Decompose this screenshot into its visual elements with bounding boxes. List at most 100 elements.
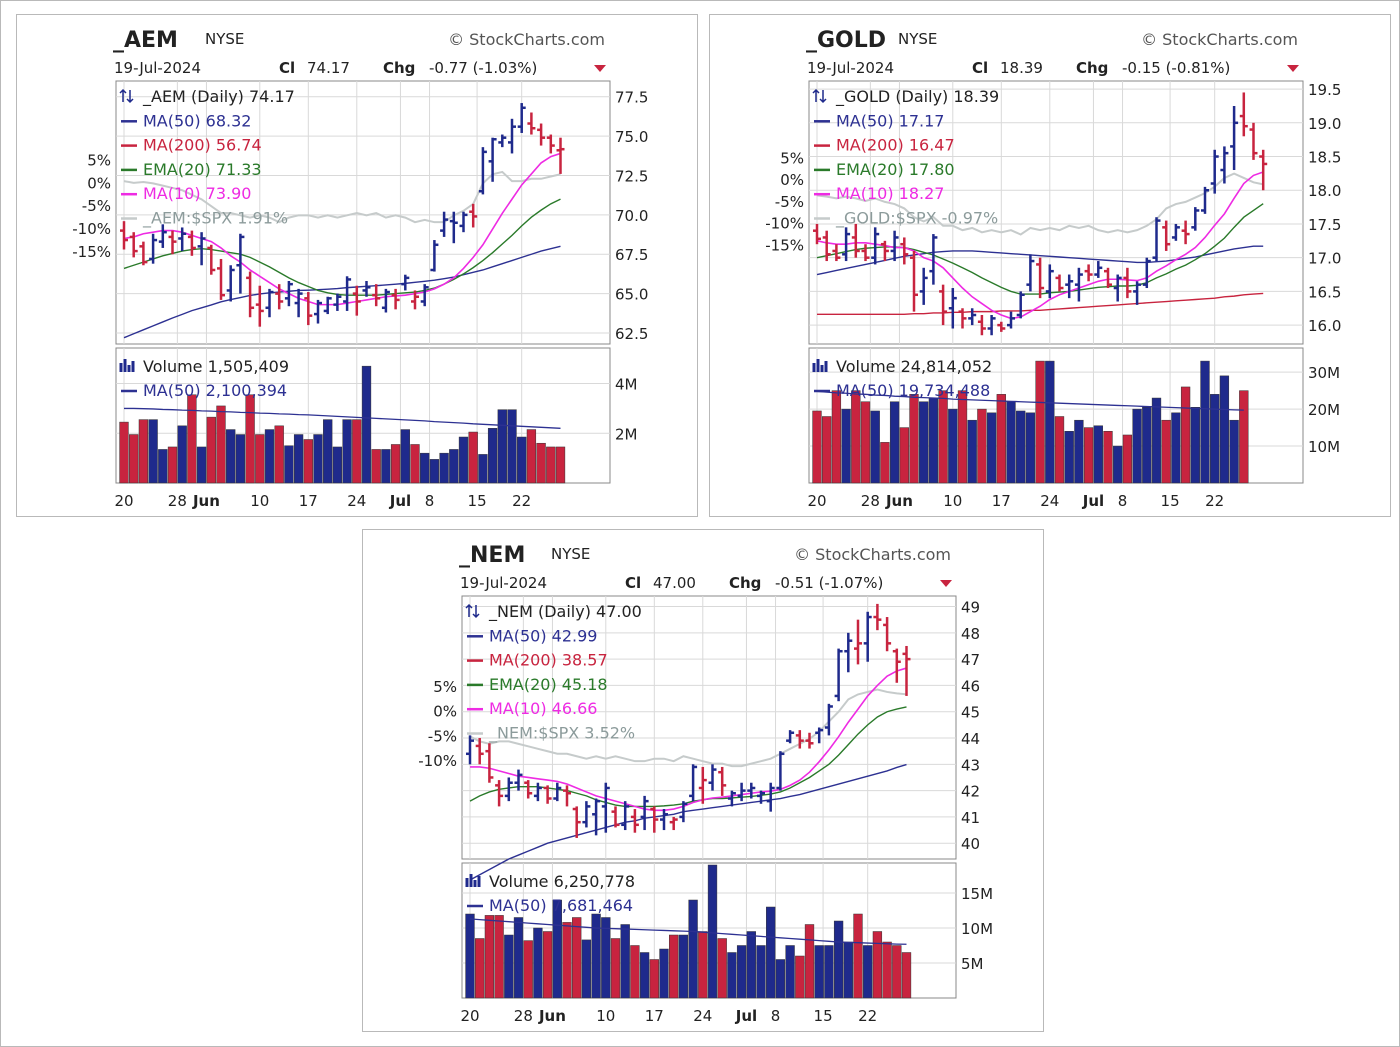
legend-volume: Volume 24,814,052 — [836, 357, 992, 376]
volume-bar — [630, 945, 640, 999]
volume-tick-label: 10M — [961, 920, 993, 938]
volume-bar — [390, 444, 401, 484]
ohlc-bar — [391, 288, 400, 310]
ohlc-bar — [294, 288, 303, 318]
volume-bar — [812, 410, 822, 484]
ohlc-bar — [1259, 149, 1268, 191]
volume-bar — [882, 941, 892, 999]
volume-bar — [1035, 360, 1045, 484]
ohlc-bar — [178, 227, 187, 252]
ohlc-bar — [1230, 105, 1239, 171]
volume-ma50-line — [469, 918, 907, 945]
x-tick-label: 15 — [1161, 492, 1180, 510]
chart-date: 19-Jul-2024 — [114, 59, 201, 77]
volume-bar — [400, 429, 410, 484]
exchange-label: NYSE — [205, 30, 244, 48]
ohlc-bar — [1007, 311, 1015, 329]
ohlc-bar — [524, 780, 533, 799]
ohlc-bar — [630, 809, 639, 833]
volume-bar — [889, 401, 900, 484]
x-tick-label: Jul — [1082, 492, 1104, 510]
x-tick-label: 10 — [943, 492, 962, 510]
ohlc-bar — [1201, 186, 1209, 214]
x-tick-label: 17 — [645, 1007, 664, 1025]
volume-bar — [342, 419, 352, 484]
percent-tick-label: -10% — [418, 752, 457, 770]
ohlc-bar — [1016, 291, 1025, 319]
volume-tick-label: 10M — [1308, 438, 1340, 456]
chart-svg: _AEM NYSE © StockCharts.com 19-Jul-2024 Cl 74… — [72, 28, 648, 510]
volume-bar — [909, 394, 919, 484]
price-tick-label: 44 — [961, 730, 980, 748]
volume-bar — [669, 934, 679, 999]
volume-bar — [410, 444, 420, 484]
percent-tick-label: 5% — [433, 678, 457, 696]
ohlc-bar — [508, 118, 516, 154]
ohlc-bar — [987, 315, 996, 336]
x-tick-label: Jul — [389, 492, 411, 510]
ohlc-bar — [546, 134, 555, 154]
close-value: 47.00 — [653, 574, 696, 592]
ohlc-bar — [553, 782, 562, 802]
ohlc-bar — [805, 732, 814, 749]
volume-bar — [1122, 434, 1133, 484]
ohlc-bar — [475, 738, 484, 765]
volume-bar — [420, 452, 430, 484]
ohlc-bar — [776, 751, 785, 791]
volume-bar — [659, 948, 669, 999]
ohlc-bar — [958, 308, 967, 329]
change-label: Chg — [1076, 59, 1108, 77]
volume-bar — [860, 401, 871, 484]
volume-bar — [497, 409, 507, 484]
volume-bar — [523, 940, 533, 999]
relative-strength-line — [123, 170, 561, 224]
ohlc-bar — [834, 648, 843, 702]
volume-bar — [957, 390, 968, 484]
chart-svg: _GOLD NYSE © StockCharts.com 19-Jul-2024 Cl 1… — [765, 28, 1341, 510]
volume-bar — [639, 952, 650, 999]
legend-ema20: EMA(20) 17.80 — [836, 160, 955, 179]
x-tick-label: 8 — [1118, 492, 1128, 510]
ohlc-bar — [902, 645, 911, 696]
volume-bar — [678, 934, 689, 999]
volume-bar — [1171, 412, 1181, 484]
ohlc-bar — [1142, 257, 1151, 289]
price-tick-label: 17.5 — [1308, 216, 1341, 234]
ohlc-bar — [572, 806, 581, 838]
volume-bar — [746, 931, 756, 999]
volume-bar — [1113, 445, 1123, 484]
volume-bar — [449, 449, 459, 484]
ohlc-bar — [757, 790, 765, 804]
volume-bar — [977, 408, 987, 484]
volume-bar — [255, 434, 265, 484]
volume-bar — [707, 864, 718, 999]
legend-ma50: MA(50) 17.17 — [836, 111, 944, 130]
chart-svg: _NEM NYSE © StockCharts.com 19-Jul-2024 Cl 47… — [418, 543, 993, 1025]
bar-chart-icon — [812, 88, 827, 104]
price-tick-label: 49 — [961, 599, 980, 617]
volume-tick-label: 5M — [961, 955, 984, 973]
price-tick-label: 18.0 — [1308, 182, 1341, 200]
volume-bar — [717, 938, 727, 999]
ohlc-bar — [832, 244, 841, 262]
x-tick-label: 15 — [814, 1007, 833, 1025]
volume-bar — [526, 429, 537, 484]
volume-bar — [475, 938, 485, 999]
volume-bar — [507, 409, 517, 484]
stockcharts-watermark: © StockCharts.com — [794, 545, 951, 564]
volume-bar — [833, 920, 844, 999]
volume-bar — [1006, 401, 1016, 484]
ohlc-bar — [1113, 274, 1122, 302]
x-tick-label: 17 — [992, 492, 1011, 510]
legend-main: _GOLD (Daily) 18.39 — [835, 87, 999, 107]
legend-volume-ma: MA(50) 19,734,488 — [836, 381, 990, 400]
ohlc-bar — [323, 296, 332, 315]
ohlc-bar — [1210, 149, 1219, 194]
ohlc-bar — [556, 137, 565, 174]
x-tick-label: 22 — [512, 492, 531, 510]
volume-bar — [494, 915, 504, 999]
x-tick-label: 15 — [468, 492, 487, 510]
percent-tick-label: 0% — [780, 171, 804, 189]
volume-bar — [119, 421, 129, 484]
ohlc-bar — [844, 632, 853, 673]
